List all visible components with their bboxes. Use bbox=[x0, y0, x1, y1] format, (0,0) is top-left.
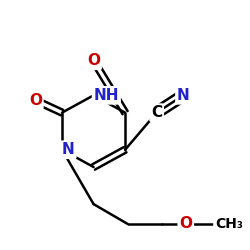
Text: N: N bbox=[177, 88, 190, 103]
Text: N: N bbox=[62, 142, 75, 157]
Text: CH₃: CH₃ bbox=[215, 217, 243, 231]
Text: O: O bbox=[87, 53, 100, 68]
Text: C: C bbox=[151, 105, 162, 120]
Text: O: O bbox=[29, 93, 42, 108]
Text: O: O bbox=[179, 216, 192, 232]
Text: NH: NH bbox=[94, 88, 119, 103]
